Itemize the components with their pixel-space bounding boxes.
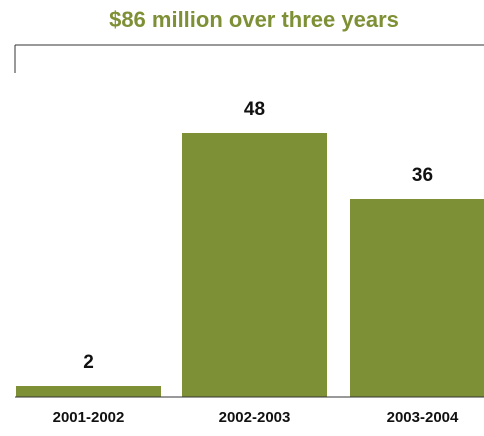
category-label-2002-2003: 2002-2003 — [219, 409, 291, 426]
bar-2001-2002 — [16, 386, 161, 397]
value-label-2003-2004: 36 — [412, 165, 433, 186]
chart-title: $86 million over three years — [109, 7, 399, 32]
category-label-2003-2004: 2003-2004 — [387, 409, 459, 426]
value-label-2002-2003: 48 — [244, 99, 265, 120]
bar-2002-2003 — [182, 133, 327, 397]
bar-2003-2004 — [350, 199, 484, 397]
value-label-2001-2002: 2 — [83, 352, 94, 373]
plot-area: 2 2001-2002 48 2002-2003 36 2003-2004 — [14, 44, 484, 426]
category-label-2001-2002: 2001-2002 — [53, 409, 125, 426]
